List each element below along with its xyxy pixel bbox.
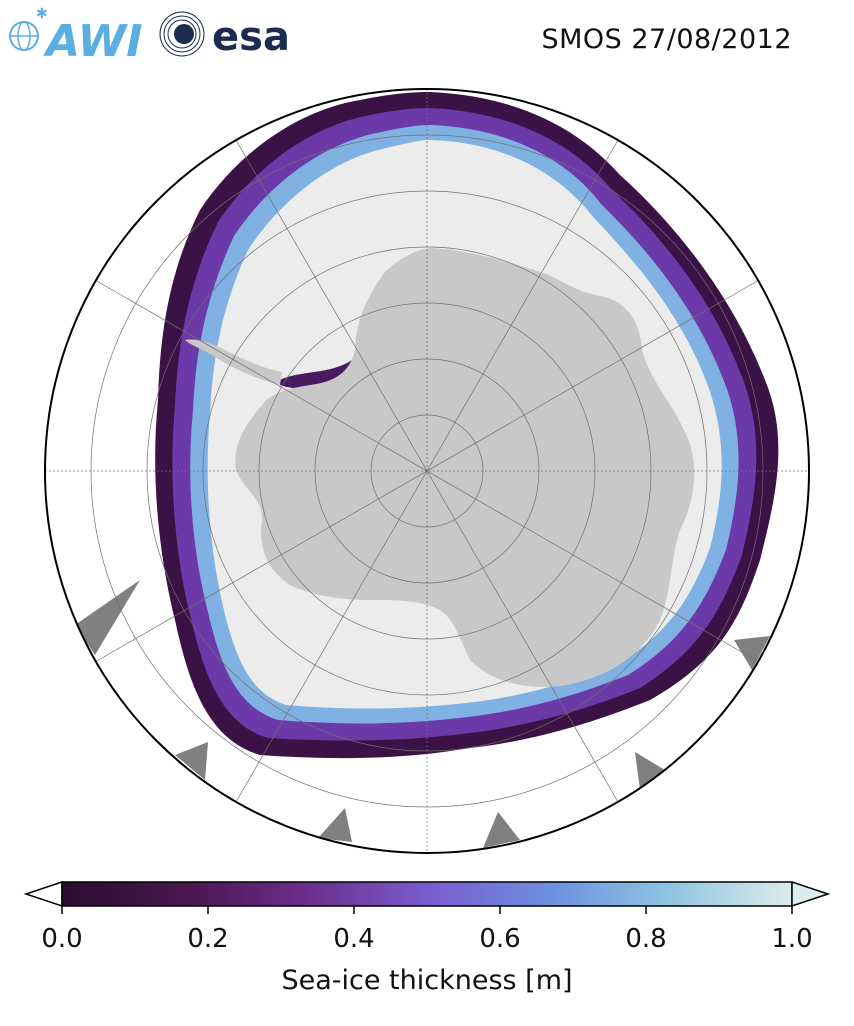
missing-data-wedge xyxy=(635,752,665,790)
awi-logo: ✱ AWI xyxy=(9,6,143,62)
colorbar-label: Sea-ice thickness [m] xyxy=(281,965,573,996)
svg-text:✱: ✱ xyxy=(36,6,48,22)
colorbar xyxy=(23,880,831,914)
colorbar-extend-high xyxy=(791,880,831,908)
missing-data-wedge xyxy=(318,808,352,842)
map-boundary xyxy=(44,88,810,854)
antarctica-land xyxy=(235,248,695,687)
colorbar-tick-label: 0.4 xyxy=(333,924,375,954)
graticule xyxy=(45,89,809,853)
colorbar-tick-label: 0.8 xyxy=(625,924,667,954)
awi-logo-text: AWI xyxy=(43,16,143,62)
colorbar-gradient xyxy=(61,881,793,907)
header: ✱ AWI esa SMOS 27/08/2012 xyxy=(0,0,854,80)
colorbar-tick-label: 1.0 xyxy=(771,924,813,954)
colorbar-tick-label: 0.2 xyxy=(187,924,229,954)
missing-data-wedge xyxy=(483,812,520,848)
esa-logo: esa xyxy=(159,11,290,60)
missing-data-wedge xyxy=(175,742,208,780)
missing-data-wedge xyxy=(734,636,770,670)
map-title: SMOS 27/08/2012 xyxy=(541,24,792,55)
missing-data-wedge xyxy=(75,580,140,655)
colorbar-tick-label: 0.6 xyxy=(479,924,521,954)
esa-logo-text: esa xyxy=(212,14,290,60)
colorbar-extend-low xyxy=(23,880,63,908)
colorbar-ticks xyxy=(61,906,793,914)
polar-map xyxy=(44,88,810,854)
colorbar-tick-label: 0.0 xyxy=(41,924,83,954)
